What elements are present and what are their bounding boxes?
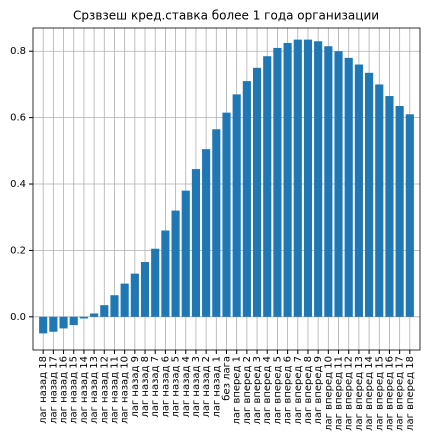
- x-tick-label: лаг вперед 5: [272, 356, 283, 425]
- x-tick-label: лаг назад 5: [171, 356, 182, 418]
- x-tick-label: лаг назад 9: [130, 356, 141, 418]
- bar: [49, 316, 58, 332]
- x-tick-label: лаг вперед 7: [293, 356, 304, 425]
- x-tick-label: лаг назад 13: [89, 356, 100, 424]
- x-tick-label: лаг назад 15: [69, 356, 80, 424]
- bar: [395, 106, 404, 317]
- x-tick-label: лаг вперед 16: [384, 356, 395, 431]
- x-tick-label: лаг вперед 17: [395, 356, 406, 431]
- bar: [110, 295, 119, 317]
- y-tick-label: 0.0: [10, 312, 26, 323]
- bar: [314, 41, 323, 317]
- bar: [90, 313, 99, 317]
- y-tick-label: 0.4: [10, 179, 26, 190]
- x-tick-label: лаг назад 12: [99, 356, 110, 424]
- bar: [303, 39, 313, 317]
- x-tick-label: лаг назад 10: [120, 356, 131, 424]
- bar: [100, 305, 109, 317]
- x-tick-label: лаг назад 8: [140, 356, 151, 418]
- x-tick-label: лаг вперед 2: [242, 356, 253, 425]
- x-tick-label: лаг назад 1: [211, 356, 222, 418]
- bar: [202, 149, 211, 317]
- bar: [375, 84, 384, 317]
- bar: [263, 56, 272, 317]
- bar: [140, 262, 150, 317]
- bar: [365, 72, 374, 317]
- bar: [59, 316, 68, 329]
- bar: [79, 316, 88, 319]
- x-tick-label: лаг вперед 8: [303, 356, 314, 425]
- x-tick-label: без лага: [222, 356, 233, 401]
- x-tick-label: лаг вперед 10: [323, 356, 334, 431]
- x-tick-label: лаг назад 18: [38, 356, 49, 424]
- x-tick-label: лаг вперед 18: [405, 356, 416, 431]
- x-tick-label: лаг вперед 14: [364, 356, 375, 431]
- x-tick-label: лаг вперед 12: [344, 356, 355, 431]
- x-tick-label: лаг вперед 9: [313, 356, 324, 425]
- plot-frame: [32, 27, 421, 351]
- bar: [161, 230, 170, 317]
- x-tick-label: лаг назад 4: [181, 356, 192, 418]
- bar: [151, 248, 160, 317]
- bar: [181, 190, 190, 317]
- bar: [293, 39, 302, 317]
- bar: [232, 94, 241, 317]
- x-tick-label: лаг назад 7: [150, 356, 161, 418]
- x-tick-label: лаг вперед 3: [252, 356, 263, 425]
- bar: [334, 51, 343, 317]
- x-tick-label: лаг назад 14: [79, 356, 90, 424]
- bar: [344, 57, 353, 317]
- bar: [212, 129, 221, 317]
- bar: [191, 169, 201, 317]
- bar: [171, 210, 180, 317]
- x-tick-label: лаг назад 2: [201, 356, 212, 418]
- x-tick-label: лаг назад 16: [59, 356, 70, 424]
- bar: [39, 316, 48, 334]
- y-tick-label: 0.8: [10, 46, 26, 57]
- bar: [354, 64, 363, 317]
- bar: [405, 114, 414, 317]
- x-tick-label: лаг вперед 15: [374, 356, 385, 431]
- x-tick-label: лаг вперед 13: [354, 356, 365, 431]
- bar: [222, 112, 231, 317]
- chart-title: Срзвзеш кред.ставка более 1 года организ…: [73, 9, 379, 23]
- bar: [130, 273, 139, 317]
- x-tick-label: лаг назад 17: [48, 356, 59, 424]
- x-tick-label: лаг вперед 4: [262, 356, 273, 425]
- x-tick-label: лаг вперед 1: [232, 356, 243, 425]
- bar: [120, 283, 129, 317]
- bar: [385, 96, 394, 317]
- x-tick-label: лаг назад 6: [160, 356, 171, 418]
- bar: [252, 67, 262, 317]
- bar: [324, 46, 333, 317]
- bar: [283, 42, 292, 317]
- y-tick-label: 0.2: [10, 245, 26, 256]
- bar: [273, 47, 282, 317]
- x-tick-label: лаг назад 3: [191, 356, 202, 418]
- x-tick-label: лаг вперед 11: [334, 356, 345, 431]
- bar: [69, 316, 78, 326]
- bar: [242, 81, 251, 317]
- x-tick-label: лаг назад 11: [109, 356, 120, 424]
- y-tick-label: 0.6: [10, 113, 26, 124]
- x-tick-label: лаг вперед 6: [283, 356, 294, 425]
